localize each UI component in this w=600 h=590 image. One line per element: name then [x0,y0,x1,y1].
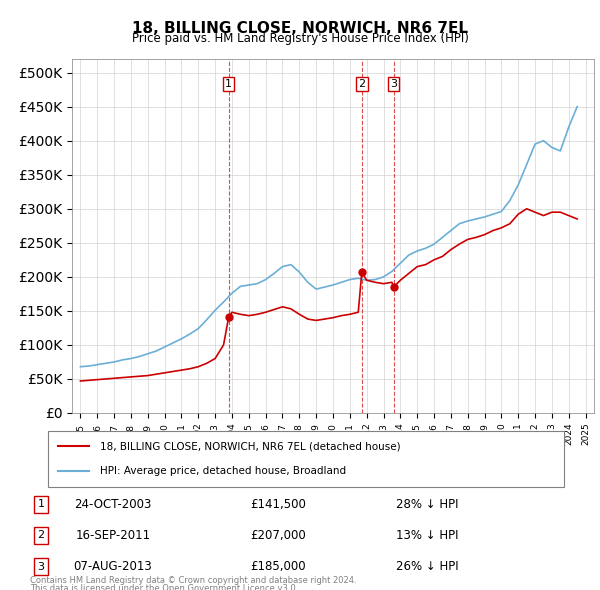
Text: 2: 2 [37,530,44,540]
Text: 18, BILLING CLOSE, NORWICH, NR6 7EL (detached house): 18, BILLING CLOSE, NORWICH, NR6 7EL (det… [100,441,400,451]
Text: 3: 3 [38,562,44,572]
Text: 3: 3 [390,79,397,88]
Text: HPI: Average price, detached house, Broadland: HPI: Average price, detached house, Broa… [100,466,346,476]
FancyBboxPatch shape [48,431,564,487]
Text: 13% ↓ HPI: 13% ↓ HPI [396,529,458,542]
Text: 16-SEP-2011: 16-SEP-2011 [75,529,151,542]
Text: £185,000: £185,000 [251,560,306,573]
Text: 28% ↓ HPI: 28% ↓ HPI [396,498,458,511]
Text: This data is licensed under the Open Government Licence v3.0.: This data is licensed under the Open Gov… [30,584,298,590]
Text: £207,000: £207,000 [251,529,306,542]
Text: 24-OCT-2003: 24-OCT-2003 [74,498,151,511]
Text: 07-AUG-2013: 07-AUG-2013 [73,560,152,573]
Text: £141,500: £141,500 [250,498,307,511]
Text: 18, BILLING CLOSE, NORWICH, NR6 7EL: 18, BILLING CLOSE, NORWICH, NR6 7EL [132,21,468,35]
Text: Price paid vs. HM Land Registry's House Price Index (HPI): Price paid vs. HM Land Registry's House … [131,32,469,45]
Text: 26% ↓ HPI: 26% ↓ HPI [396,560,459,573]
Text: 1: 1 [225,79,232,88]
Text: Contains HM Land Registry data © Crown copyright and database right 2024.: Contains HM Land Registry data © Crown c… [30,576,356,585]
Text: 2: 2 [358,79,365,88]
Text: 1: 1 [38,499,44,509]
